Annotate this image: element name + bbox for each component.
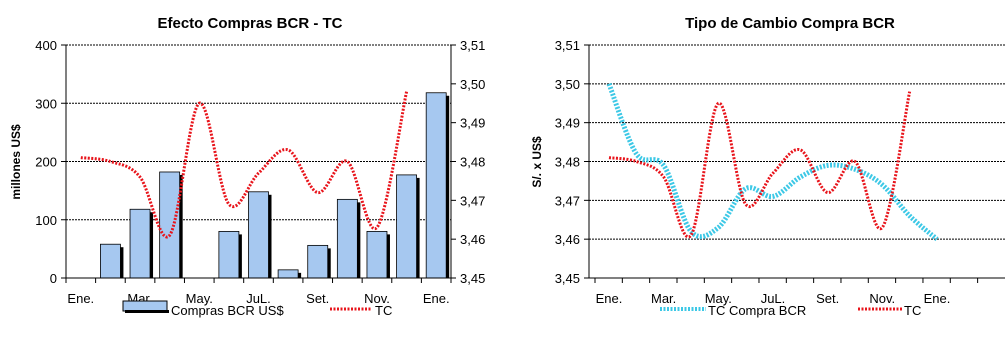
chart1-tc-series-line <box>80 91 409 239</box>
chart1-bars <box>100 92 450 279</box>
chart1-y2-tick-label: 3,51 <box>460 38 485 53</box>
chart1-ylabel: millones US$ <box>9 124 23 200</box>
chart1-x-tick-label: May. <box>186 291 213 306</box>
chart1-x-tick-label: Nov. <box>364 291 390 306</box>
chart1-y2-tick-label: 3,46 <box>460 232 485 247</box>
chart2-ylabel: S/. x US$ <box>530 136 544 188</box>
chart1-tc-line <box>80 91 409 239</box>
chart2-x-tick-label: Mar. <box>651 291 676 306</box>
chart-tipo-de-cambio: Tipo de Cambio Compra BCR S/. x US$ 3,45… <box>530 15 1005 318</box>
chart2-gridlines <box>589 44 1005 240</box>
chart1-legend-swatch-compras <box>122 300 168 312</box>
chart1-legend: Compras BCR US$ TC <box>122 300 392 318</box>
chart1-title: Efecto Compras BCR - TC <box>157 15 342 32</box>
chart2-x-tick-label: Ene. <box>924 291 951 306</box>
chart1-bar <box>336 198 358 279</box>
chart1-y-tick-label: 300 <box>35 96 57 111</box>
chart1-y2-tick-label: 3,50 <box>460 77 485 92</box>
chart1-bar <box>218 230 240 279</box>
chart1-bar <box>129 208 151 279</box>
chart1-y-tick-label: 400 <box>35 38 57 53</box>
chart1-x-tick-label: Ene. <box>67 291 94 306</box>
chart1-x-tick-label: JuL. <box>246 291 271 306</box>
chart2-legend: TC Compra BCR TC <box>660 303 921 318</box>
chart1-legend-label-tc: TC <box>375 303 392 318</box>
chart2-title: Tipo de Cambio Compra BCR <box>685 15 895 32</box>
chart1-legend-label-compras: Compras BCR US$ <box>171 303 284 318</box>
chart-efecto-compras: Efecto Compras BCR - TC millones US$ 0 10… <box>9 15 485 318</box>
chart1-x-tick-label: Ene. <box>423 291 450 306</box>
chart1-bar <box>277 269 299 279</box>
chart1-y2-tick-label: 3,45 <box>460 271 485 286</box>
chart1-y-tick-label: 100 <box>35 213 57 228</box>
chart2-lines <box>606 82 939 242</box>
chart2-y-tick-label: 3,45 <box>555 271 580 286</box>
chart1-y2-ticks: 3,45 3,46 3,47 3,48 3,49 3,50 3,51 <box>451 38 485 286</box>
chart1-y2-tick-label: 3,49 <box>460 116 485 131</box>
chart2-y-tick-label: 3,47 <box>555 193 580 208</box>
chart1-bar <box>307 244 329 279</box>
chart1-bar <box>425 92 447 279</box>
chart1-x-tick-label: Set. <box>306 291 329 306</box>
chart2-x-tick-label: JuL. <box>761 291 786 306</box>
chart1-bar <box>100 243 121 279</box>
chart2-x-tick-label: May. <box>705 291 732 306</box>
chart2-y-tick-label: 3,49 <box>555 116 580 131</box>
chart2-legend-label-tc: TC <box>904 303 921 318</box>
chart2-x-ticks: Ene. Mar. May. JuL. Set. Nov. Ene. <box>594 278 979 306</box>
chart1-bar <box>366 230 388 279</box>
chart1-y-tick-label: 200 <box>35 155 57 170</box>
chart2-y-tick-label: 3,48 <box>555 155 580 170</box>
chart2-tc-series-line <box>608 91 912 239</box>
chart2-y-tick-label: 3,50 <box>555 77 580 92</box>
chart2-x-tick-label: Nov. <box>869 291 895 306</box>
chart1-y2-tick-label: 3,48 <box>460 155 485 170</box>
chart2-x-tick-label: Set. <box>816 291 839 306</box>
chart2-y-ticks: 3,45 3,46 3,47 3,48 3,49 3,50 3,51 <box>555 38 589 286</box>
chart1-bar <box>396 174 417 279</box>
chart2-tc-compra-series-line <box>606 82 939 242</box>
chart2-y-tick-label: 3,46 <box>555 232 580 247</box>
chart2-y-tick-label: 3,51 <box>555 38 580 53</box>
chart2-legend-label-tc-compra: TC Compra BCR <box>708 303 806 318</box>
chart1-bar <box>248 191 269 279</box>
chart2-x-tick-label: Ene. <box>596 291 623 306</box>
chart1-y2-tick-label: 3,47 <box>460 193 485 208</box>
chart1-bar <box>159 171 181 279</box>
chart1-y-tick-label: 0 <box>50 271 57 286</box>
chart1-y-ticks: 0 100 200 300 400 <box>35 38 66 286</box>
